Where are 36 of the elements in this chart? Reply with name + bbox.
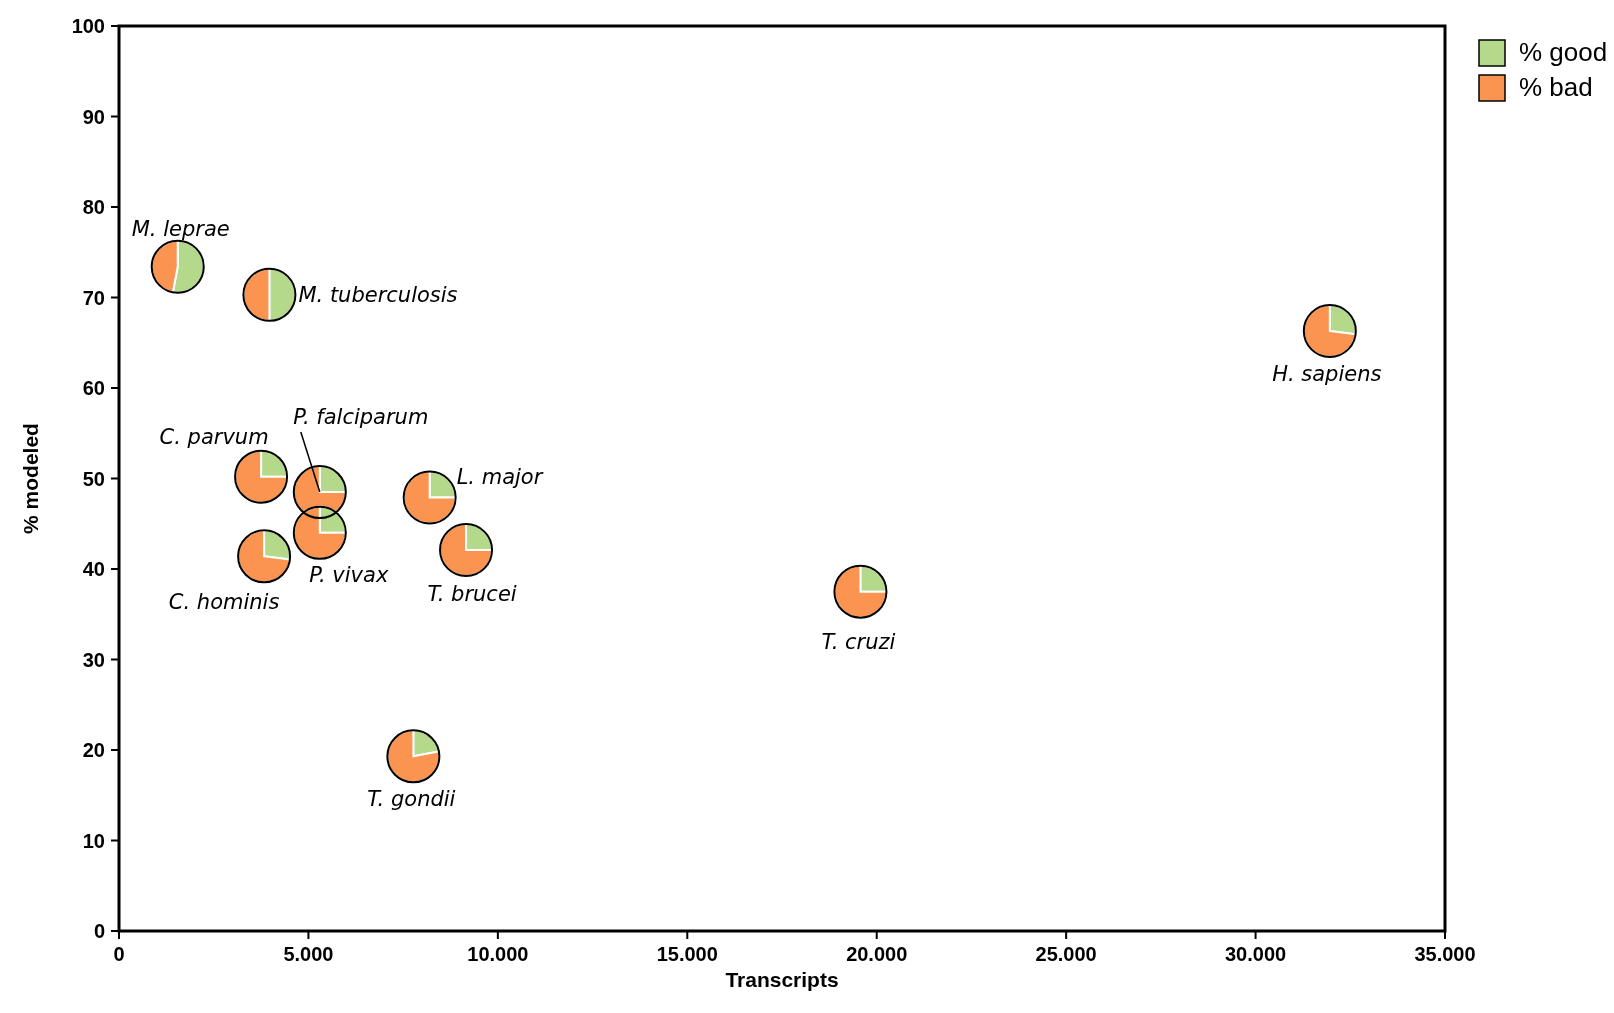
legend-label: % bad <box>1519 72 1593 102</box>
annotation: L. major <box>456 464 544 489</box>
y-tick-label: 90 <box>82 105 105 128</box>
annotation: H. sapiens <box>1272 361 1382 386</box>
annotation: C. hominis <box>168 590 280 615</box>
y-tick-label: 20 <box>82 739 105 761</box>
annotation: T. gondii <box>367 787 456 812</box>
x-tick-label: 5.000 <box>283 943 334 965</box>
y-tick-label: 60 <box>82 377 105 399</box>
x-tick-label: 35.000 <box>1414 943 1476 965</box>
point <box>150 239 205 294</box>
x-tick-label: 10.000 <box>467 943 529 965</box>
y-tick-label: 50 <box>82 467 105 490</box>
y-tick-label: 40 <box>82 558 105 580</box>
y-tick-label: 0 <box>93 920 105 942</box>
point <box>242 267 297 322</box>
x-tick-label: 20.000 <box>846 943 908 965</box>
y-tick-label: 30 <box>82 648 105 671</box>
annotation: M. leprae <box>131 216 230 241</box>
annotation: P. vivax <box>309 562 389 587</box>
x-tick-label: 25.000 <box>1035 943 1097 965</box>
x-tick-label: 30.000 <box>1224 943 1287 965</box>
annotation: P. falciparum <box>293 405 429 430</box>
annotation: T. brucei <box>427 581 517 606</box>
y-tick-label: 70 <box>82 286 105 309</box>
annotation: C. parvum <box>159 424 269 449</box>
annotation: M. tuberculosis <box>298 282 458 307</box>
legend-label: % good <box>1519 37 1608 67</box>
y-tick-label: 10 <box>82 829 105 852</box>
y-tick-label: 100 <box>71 15 105 37</box>
annotation: T. cruzi <box>821 629 896 654</box>
x-tick-label: 15.000 <box>656 943 718 965</box>
x-tick-label: 0 <box>113 943 125 965</box>
y-tick-label: 80 <box>82 196 105 218</box>
y-axis-title: % modeled <box>19 423 42 534</box>
x-axis-title: Transcripts <box>725 968 839 991</box>
